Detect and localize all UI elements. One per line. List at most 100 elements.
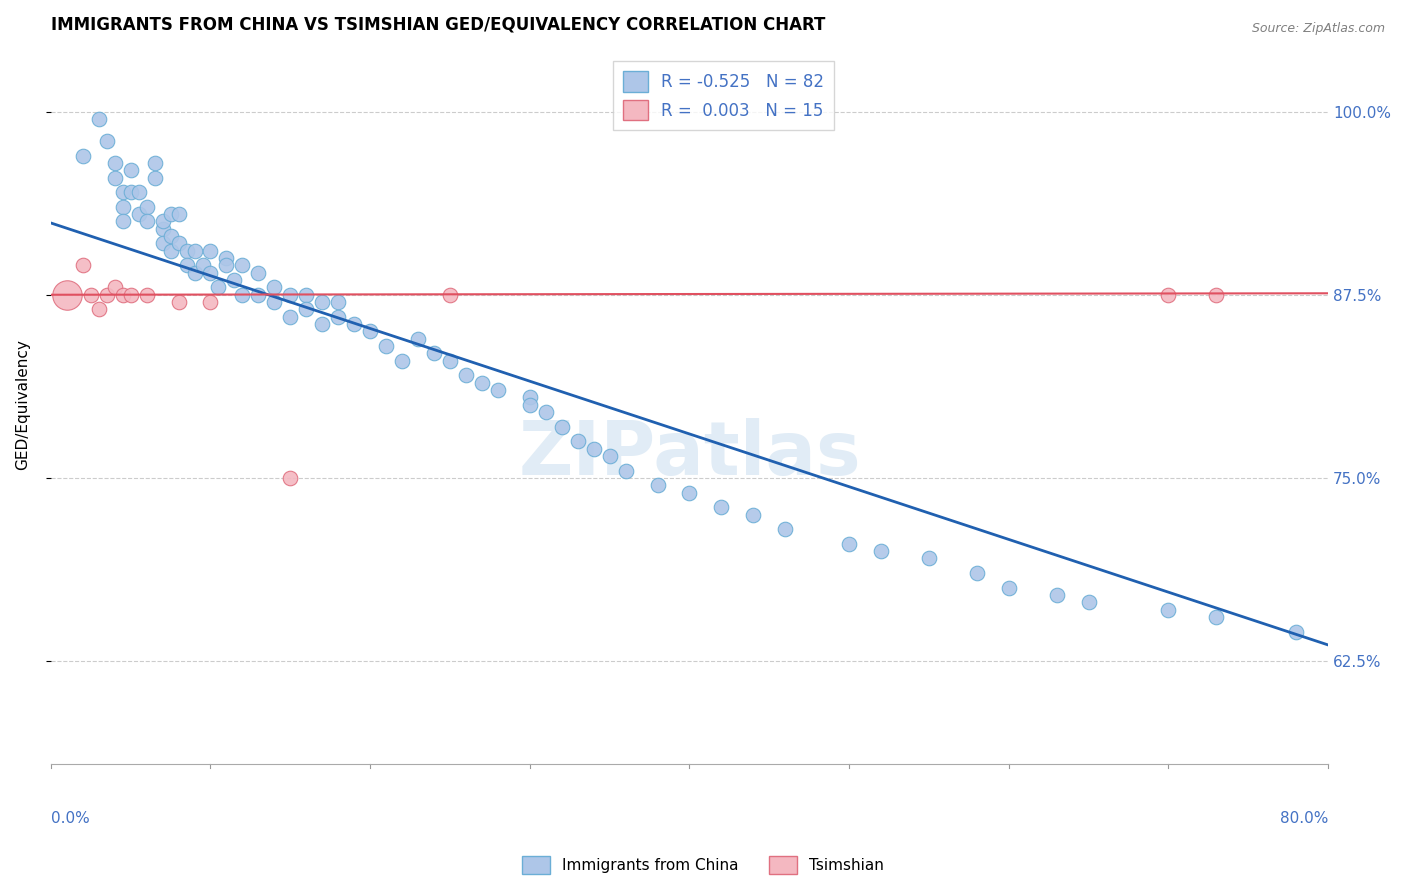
Point xyxy=(167,207,190,221)
Text: Source: ZipAtlas.com: Source: ZipAtlas.com xyxy=(1251,22,1385,36)
Text: 80.0%: 80.0% xyxy=(1279,811,1329,825)
Point xyxy=(159,244,181,258)
Point xyxy=(343,317,366,331)
Point xyxy=(72,259,94,273)
Point xyxy=(247,266,270,280)
Point xyxy=(359,325,381,339)
Point xyxy=(582,442,605,456)
Point xyxy=(143,170,166,185)
Point xyxy=(159,207,181,221)
Point xyxy=(104,170,127,185)
Point xyxy=(128,207,150,221)
Point xyxy=(135,214,157,228)
Point xyxy=(311,295,333,310)
Point xyxy=(215,259,238,273)
Point xyxy=(152,222,174,236)
Point xyxy=(311,317,333,331)
Point xyxy=(167,236,190,251)
Point xyxy=(104,156,127,170)
Point xyxy=(966,566,988,581)
Point xyxy=(1205,610,1227,624)
Point xyxy=(120,287,142,301)
Point xyxy=(486,383,509,397)
Point xyxy=(183,244,205,258)
Point xyxy=(247,287,270,301)
Point xyxy=(295,302,318,317)
Point xyxy=(1077,595,1099,609)
Point xyxy=(614,464,637,478)
Point xyxy=(406,332,429,346)
Point xyxy=(152,214,174,228)
Point xyxy=(111,214,134,228)
Point xyxy=(56,287,79,301)
Point xyxy=(183,266,205,280)
Point xyxy=(191,259,214,273)
Point xyxy=(111,185,134,199)
Point xyxy=(439,353,461,368)
Point xyxy=(263,295,285,310)
Point xyxy=(96,134,118,148)
Point xyxy=(328,295,350,310)
Point xyxy=(551,419,574,434)
Point xyxy=(215,251,238,265)
Point xyxy=(176,259,198,273)
Point xyxy=(72,148,94,162)
Point xyxy=(159,229,181,244)
Point xyxy=(775,522,797,536)
Point xyxy=(1046,588,1069,602)
Point xyxy=(200,266,222,280)
Point xyxy=(152,236,174,251)
Point xyxy=(328,310,350,324)
Point xyxy=(647,478,669,492)
Point xyxy=(1205,287,1227,301)
Point xyxy=(167,295,190,310)
Point xyxy=(224,273,246,287)
Text: IMMIGRANTS FROM CHINA VS TSIMSHIAN GED/EQUIVALENCY CORRELATION CHART: IMMIGRANTS FROM CHINA VS TSIMSHIAN GED/E… xyxy=(51,15,825,33)
Text: ZIPatlas: ZIPatlas xyxy=(519,418,860,491)
Point xyxy=(278,471,301,485)
Point xyxy=(519,390,541,404)
Point xyxy=(263,280,285,294)
Point xyxy=(143,156,166,170)
Point xyxy=(200,244,222,258)
Point xyxy=(710,500,733,515)
Point xyxy=(439,287,461,301)
Point xyxy=(231,259,253,273)
Point xyxy=(471,376,494,390)
Point xyxy=(519,398,541,412)
Point xyxy=(678,485,700,500)
Point xyxy=(207,280,229,294)
Text: 0.0%: 0.0% xyxy=(51,811,90,825)
Point xyxy=(278,310,301,324)
Point xyxy=(176,244,198,258)
Point xyxy=(80,287,103,301)
Point xyxy=(391,353,413,368)
Point xyxy=(104,280,127,294)
Point xyxy=(278,287,301,301)
Point xyxy=(1157,603,1180,617)
Point xyxy=(423,346,446,360)
Y-axis label: GED/Equivalency: GED/Equivalency xyxy=(15,339,30,470)
Point xyxy=(375,339,398,353)
Point xyxy=(998,581,1021,595)
Point xyxy=(295,287,318,301)
Point xyxy=(120,163,142,178)
Legend: R = -0.525   N = 82, R =  0.003   N = 15: R = -0.525 N = 82, R = 0.003 N = 15 xyxy=(613,62,834,130)
Point xyxy=(200,295,222,310)
Point xyxy=(599,449,621,463)
Legend: Immigrants from China, Tsimshian: Immigrants from China, Tsimshian xyxy=(516,850,890,880)
Point xyxy=(567,434,589,449)
Point xyxy=(870,544,893,558)
Point xyxy=(454,368,477,383)
Point xyxy=(231,287,253,301)
Point xyxy=(1285,624,1308,639)
Point xyxy=(742,508,765,522)
Point xyxy=(135,200,157,214)
Point xyxy=(534,405,557,419)
Point xyxy=(111,287,134,301)
Point xyxy=(135,287,157,301)
Point xyxy=(87,302,110,317)
Point xyxy=(87,112,110,126)
Point xyxy=(120,185,142,199)
Point xyxy=(111,200,134,214)
